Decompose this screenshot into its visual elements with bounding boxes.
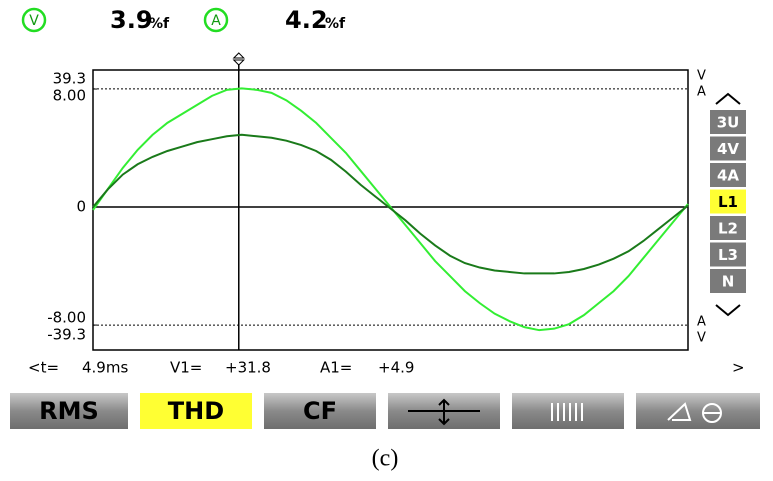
readout-label: A1= (320, 359, 352, 377)
icon (667, 402, 692, 421)
tab[interactable] (264, 393, 376, 429)
y-tick-label: -39.3 (47, 326, 86, 344)
icon (551, 403, 583, 421)
caption: (c) (372, 446, 399, 472)
side-button[interactable] (710, 242, 746, 267)
a-unit: %f (325, 16, 346, 32)
side-button-label: 4A (717, 167, 739, 185)
side-button[interactable] (710, 269, 746, 293)
cursor-handle[interactable] (232, 52, 245, 66)
tab[interactable] (10, 393, 128, 429)
tab-label: RMS (39, 397, 99, 425)
side-button[interactable] (710, 136, 746, 161)
scroll-up[interactable] (715, 92, 741, 105)
scroll-down[interactable] (715, 304, 741, 317)
y-tick-label: 0 (76, 197, 86, 215)
side-button[interactable] (710, 163, 746, 187)
side-button-label: 3U (717, 114, 740, 132)
v-unit: %f (149, 16, 170, 32)
readout-label: <t= (28, 359, 59, 377)
y2-tick-label: -8.00 (47, 309, 86, 327)
plot-frame (92, 69, 689, 351)
icon (438, 418, 450, 426)
side-button-label: 4V (717, 140, 739, 158)
readout-value: 4.9ms (82, 359, 128, 377)
side-button-label: L2 (718, 220, 738, 238)
y-unit: V (697, 69, 706, 84)
tab-label: CF (303, 397, 337, 425)
v-icon-ring (21, 7, 47, 33)
a-icon: A (211, 13, 221, 29)
y2-unit: A (697, 85, 706, 100)
tab-label: THD (168, 397, 224, 425)
readout-next[interactable]: > (732, 359, 745, 377)
bars-tab[interactable] (512, 393, 624, 429)
y-unit: V (697, 331, 706, 346)
phasor-tab[interactable] (636, 393, 760, 429)
waveform (92, 133, 689, 275)
side-button-label: L1 (718, 193, 738, 211)
v-icon: V (29, 13, 39, 29)
y2-unit: A (697, 315, 706, 330)
side-button[interactable] (710, 216, 746, 240)
side-button-label: N (722, 273, 735, 291)
v-thd: 3.9 (110, 6, 153, 34)
a-thd: 4.2 (285, 6, 328, 34)
side-button[interactable] (710, 110, 746, 134)
side-button[interactable] (710, 189, 746, 214)
tab[interactable] (140, 393, 252, 429)
y-tick-label: 39.3 (53, 69, 86, 87)
readout-value: +31.8 (225, 359, 271, 377)
icon (438, 398, 450, 406)
a-icon-ring (203, 7, 229, 33)
side-button-label: L3 (718, 246, 738, 264)
readout-label: V1= (170, 359, 202, 377)
readout-value: +4.9 (378, 359, 414, 377)
y2-tick-label: 8.00 (53, 87, 86, 105)
waveform (92, 87, 689, 332)
